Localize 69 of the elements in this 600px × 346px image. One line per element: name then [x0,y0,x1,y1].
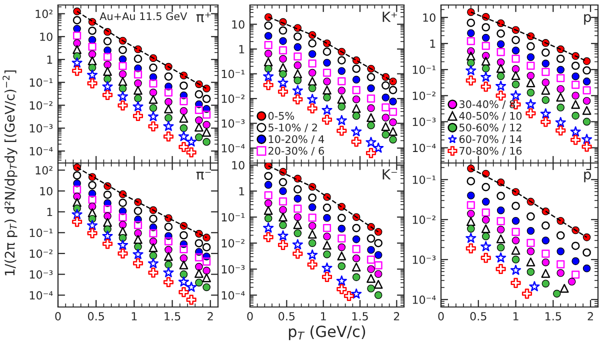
y-tick-label: 10⁻² [222,94,244,103]
x-tick-label: 0 [247,312,253,320]
y-tick-label: 10 [40,186,52,196]
x-tick-label: 0 [438,312,444,320]
chart-title: π⁻ [196,172,211,180]
y-tick-label: 10⁻⁴ [30,147,53,156]
legend-label: 40-50% / 10 [459,112,522,121]
text: p [584,14,591,25]
x-tick-label: 1 [321,312,326,320]
y-tick-label: 10⁻¹ [412,176,436,184]
y-tick-label: 10⁻³ [222,265,245,274]
y-tick-label: 1 [239,45,244,54]
y-tick-label: 10² [36,166,52,175]
x-tick-label: 0.5 [470,312,486,320]
y-tick-label: 10⁻¹ [412,66,436,74]
y-tick-label: 10⁻⁴ [222,144,245,152]
y-tick-label: 10 [423,13,436,22]
x-tick-label: 2 [588,312,593,320]
y-tick-label: 10⁻⁴ [30,291,53,300]
chart-title: π⁺ [196,12,211,22]
x-tick-label: 0.5 [88,312,104,320]
y-tick-label: 10⁻² [30,249,52,258]
y-tick-label: 10⁻² [412,92,436,100]
y-tick-label: 10⁻³ [222,119,245,128]
y-tick-label: 10⁻² [412,216,436,224]
y-tick-label: 10⁻¹ [222,213,245,222]
y-tick-label: 10² [36,10,52,18]
legend-label: 30-40% / 8 [460,100,515,109]
x-tick-label: 2 [394,312,400,320]
y-tick-label: 10 [232,161,244,170]
y-tick-label: 10⁻¹ [222,70,245,78]
x-tick-label: 1 [132,312,137,320]
y-tick-label: 10 [40,32,52,41]
legend-label: 70-80% / 16 [460,146,522,156]
y-tick-label: 1 [239,187,244,196]
legend-label: 10-20% / 4 [268,135,324,144]
x-tick-label: 2 [208,312,213,320]
y-tick-label: 10⁻¹ [30,78,53,87]
y-tick-label: 10⁻³ [412,118,436,126]
y-tick-label: 10 [232,20,244,29]
chart-title: K⁺ [382,12,397,22]
legend-label: 5-10% / 2 [268,124,317,132]
legend-label: 50-60% / 12 [460,124,522,132]
y-tick-label: 10⁻¹ [30,228,53,238]
y-tick-label: 1 [47,208,52,216]
y-tick-label: 10⁻³ [412,256,436,264]
x-tick-label: 1.5 [352,312,368,320]
legend-label: 0-5% [268,112,294,120]
x-tick-label: 1.5 [164,312,180,320]
y-tick-label: 10⁻⁴ [412,144,436,152]
y-axis-title: 1/(2π p$_{T}$) d²N/dp$_{T}$dy [(GeV/c)$^{−2}$] [2,70,18,276]
x-tick-label: 1.5 [546,312,562,320]
y-tick-label: 10⁻⁴ [222,291,245,300]
chart-title: K⁻ [382,169,397,180]
x-tick-label: 1 [513,312,518,320]
x-tick-label: 0 [55,312,61,320]
legend-label: 20-30% / 6 [268,146,324,156]
y-tick-label: 10⁻² [30,101,52,110]
y-tick-label: 10⁻² [222,239,244,248]
x-tick-label: 0.5 [278,312,295,320]
y-tick-label: 10⁻⁴ [412,295,436,304]
y-tick-label: 1 [47,56,52,64]
y-tick-label: 10⁻³ [30,270,53,279]
legend-label: 60-70% / 14 [459,135,522,144]
y-tick-label: 1 [430,40,436,48]
y-tick-label: 10⁻³ [30,124,53,133]
annotation: Au+Au 11.5 GeV [100,12,188,20]
chart-title: p̄ [584,168,591,182]
x-axis-title: p$_{T}$ (GeV/c) [288,325,366,340]
